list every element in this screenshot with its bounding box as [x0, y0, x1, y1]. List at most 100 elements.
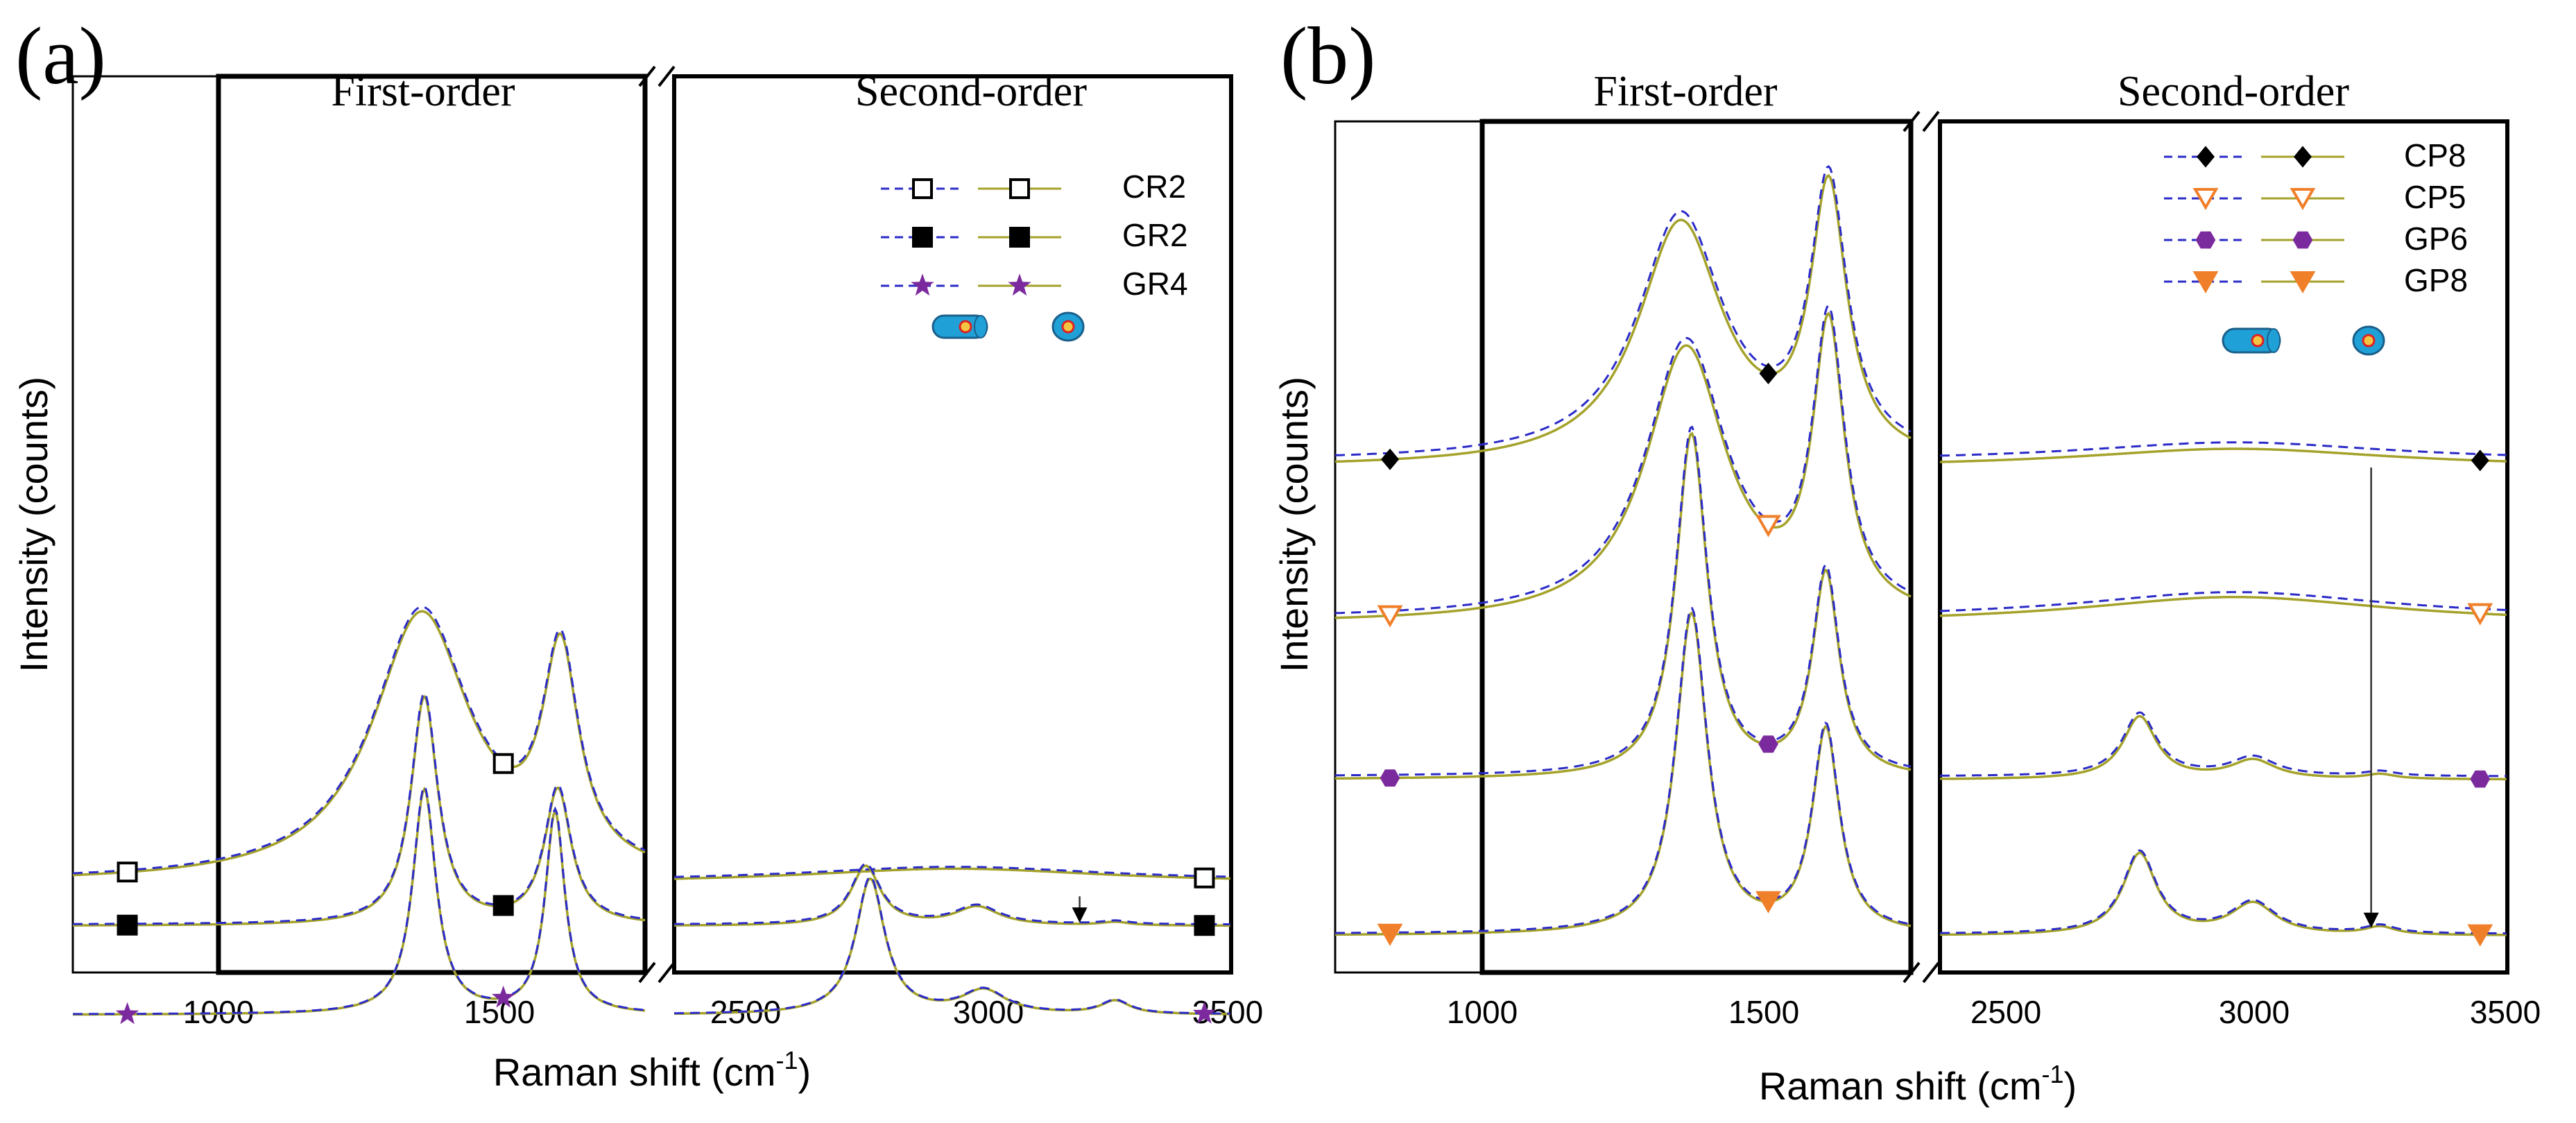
series-fit-gp8-first-order	[1335, 606, 1912, 934]
series-marker-cp5	[1755, 515, 1781, 538]
legend-lines-a	[881, 178, 1061, 296]
legend-label-cp8: CP8	[2404, 137, 2466, 173]
legend-label-cr2: CR2	[1122, 169, 1186, 205]
plot-frame-right-a	[672, 74, 1233, 975]
x-axis-label-b: Raman shift (cm-1)	[1759, 1060, 2077, 1108]
legend-label-gp8: GP8	[2404, 262, 2468, 298]
legend-label-gr2: GR2	[1122, 217, 1188, 253]
xtick-label: 1500	[1728, 994, 1799, 1030]
axis-break-bottom-a	[638, 961, 676, 984]
series-fit-cr2-first-order	[72, 606, 646, 875]
legend-marker-gp6-fit	[2195, 231, 2216, 249]
legend-label-cp5: CP5	[2404, 179, 2466, 215]
series-marker-gr4	[115, 1002, 139, 1025]
legend-marker-gr2-data	[1009, 227, 1030, 248]
series-fit-cp5-second-order	[1939, 591, 2507, 612]
tube-cross-section-icon	[1051, 311, 1085, 342]
series-marker-cp8	[1759, 362, 1778, 385]
series-marker-gp8	[1755, 891, 1781, 914]
series-fit-cr2-second-order	[674, 866, 1230, 878]
curves-a	[72, 606, 1230, 1016]
legend-label-gr4: GR4	[1122, 266, 1188, 302]
series-line-cr2-second-order	[674, 867, 1230, 880]
series-fit-gr4-first-order	[73, 784, 646, 1015]
series-fit-gp6-first-order	[1335, 425, 1912, 777]
legend-marker-cr2-fit	[912, 178, 933, 199]
legend-b: CP8 CP5 GP6 GP8	[2164, 137, 2468, 356]
axis-break-bottom-b	[1903, 961, 1940, 984]
series-line-cp8-second-order	[1940, 447, 2507, 463]
series-fit-cp5-first-order	[1334, 304, 1912, 615]
legend-marker-cp8-data	[2294, 146, 2312, 168]
series-marker-gp6	[1380, 769, 1400, 787]
panel-a: (a) First-order Second-order 1000 1500 2…	[12, 10, 1263, 1094]
arrow-annotation-head	[1072, 907, 1088, 923]
series-fit-gp8-second-order	[1939, 849, 2507, 935]
legend-marker-gr4-data	[1008, 273, 1031, 296]
plot-frame-left-b	[1334, 120, 1912, 974]
xtick-label: 2500	[1970, 994, 2041, 1030]
tube-side-icon	[931, 314, 988, 339]
legend-marker-cp5-fit	[2192, 188, 2219, 211]
markers-b	[1377, 362, 2493, 947]
legend-lines-b	[2164, 146, 2344, 294]
arrow-annotation-head	[2363, 912, 2379, 928]
second-order-title-b: Second-order	[2118, 68, 2349, 115]
series-fit-gr4-second-order	[674, 875, 1230, 1015]
xtick-label: 1000	[183, 994, 254, 1030]
series-marker-gp6	[2470, 770, 2490, 788]
series-marker-gp8	[1377, 923, 1403, 946]
legend-marker-gr4-fit	[911, 273, 934, 296]
series-marker-gr2	[492, 895, 514, 916]
series-line-cp5-second-order	[1940, 596, 2507, 617]
legend-marker-gp6-data	[2292, 231, 2313, 249]
series-marker-cp5	[2467, 603, 2493, 626]
series-fit-gr2-first-order	[73, 691, 646, 925]
legend-label-gp6: GP6	[2404, 221, 2468, 257]
xtick-label: 3000	[2219, 994, 2290, 1030]
y-axis-label-a: Intensity (counts)	[12, 377, 55, 672]
series-marker-gr2	[1194, 915, 1215, 936]
panel-label-a: (a)	[15, 10, 106, 101]
series-marker-gr4	[492, 985, 515, 1008]
series-line-gp8-first-order	[1335, 611, 1912, 936]
xtick-label: 3500	[2470, 994, 2541, 1030]
series-line-gr4-first-order	[73, 787, 646, 1016]
series-marker-gp6	[1758, 735, 1778, 753]
first-order-title-b: First-order	[1593, 68, 1778, 115]
legend-marker-gp8-fit	[2192, 271, 2219, 294]
xtick-label: 3000	[953, 994, 1024, 1030]
series-fit-gp6-second-order	[1940, 711, 2507, 778]
plot-frame-right-b	[1938, 119, 2509, 975]
series-marker-cr2	[117, 861, 138, 883]
legend-marker-cp5-data	[2290, 188, 2316, 211]
series-marker-cp5	[1377, 605, 1403, 628]
panel-b: (b) First-order Second-order 1000 1500 2…	[1272, 10, 2541, 1108]
panel-label-b: (b)	[1280, 10, 1376, 101]
series-fit-cp8-first-order	[1334, 164, 1912, 456]
legend-marker-gr2-fit	[912, 227, 933, 248]
series-marker-cp8	[1381, 448, 1400, 470]
x-axis-label-a: Raman shift (cm-1)	[493, 1046, 811, 1094]
series-line-gp8-second-order	[1940, 851, 2507, 936]
series-marker-cp8	[2471, 449, 2489, 472]
xtick-label: 1000	[1447, 994, 1518, 1030]
series-line-gr2-first-order	[73, 694, 646, 927]
series-fit-gr2-second-order	[674, 862, 1230, 925]
tube-side-icon	[2222, 327, 2281, 354]
series-marker-gr4	[1192, 1001, 1217, 1024]
first-order-box-a	[216, 74, 648, 975]
curves-b	[1334, 164, 2507, 936]
tube-cross-section-icon	[2352, 325, 2385, 356]
legend-marker-cp8-fit	[2197, 146, 2215, 168]
axis-break-top-a	[638, 65, 676, 87]
series-line-gr2-second-order	[673, 864, 1230, 927]
series-marker-cr2	[492, 753, 514, 774]
legend-a: CR2 GR2 GR4	[881, 169, 1188, 342]
series-marker-gp8	[2467, 924, 2493, 947]
series-line-cp8-first-order	[1334, 173, 1912, 463]
y-axis-label-b: Intensity (counts)	[1272, 377, 1316, 672]
legend-marker-cr2-data	[1009, 178, 1030, 199]
series-line-gp6-second-order	[1939, 714, 2507, 781]
